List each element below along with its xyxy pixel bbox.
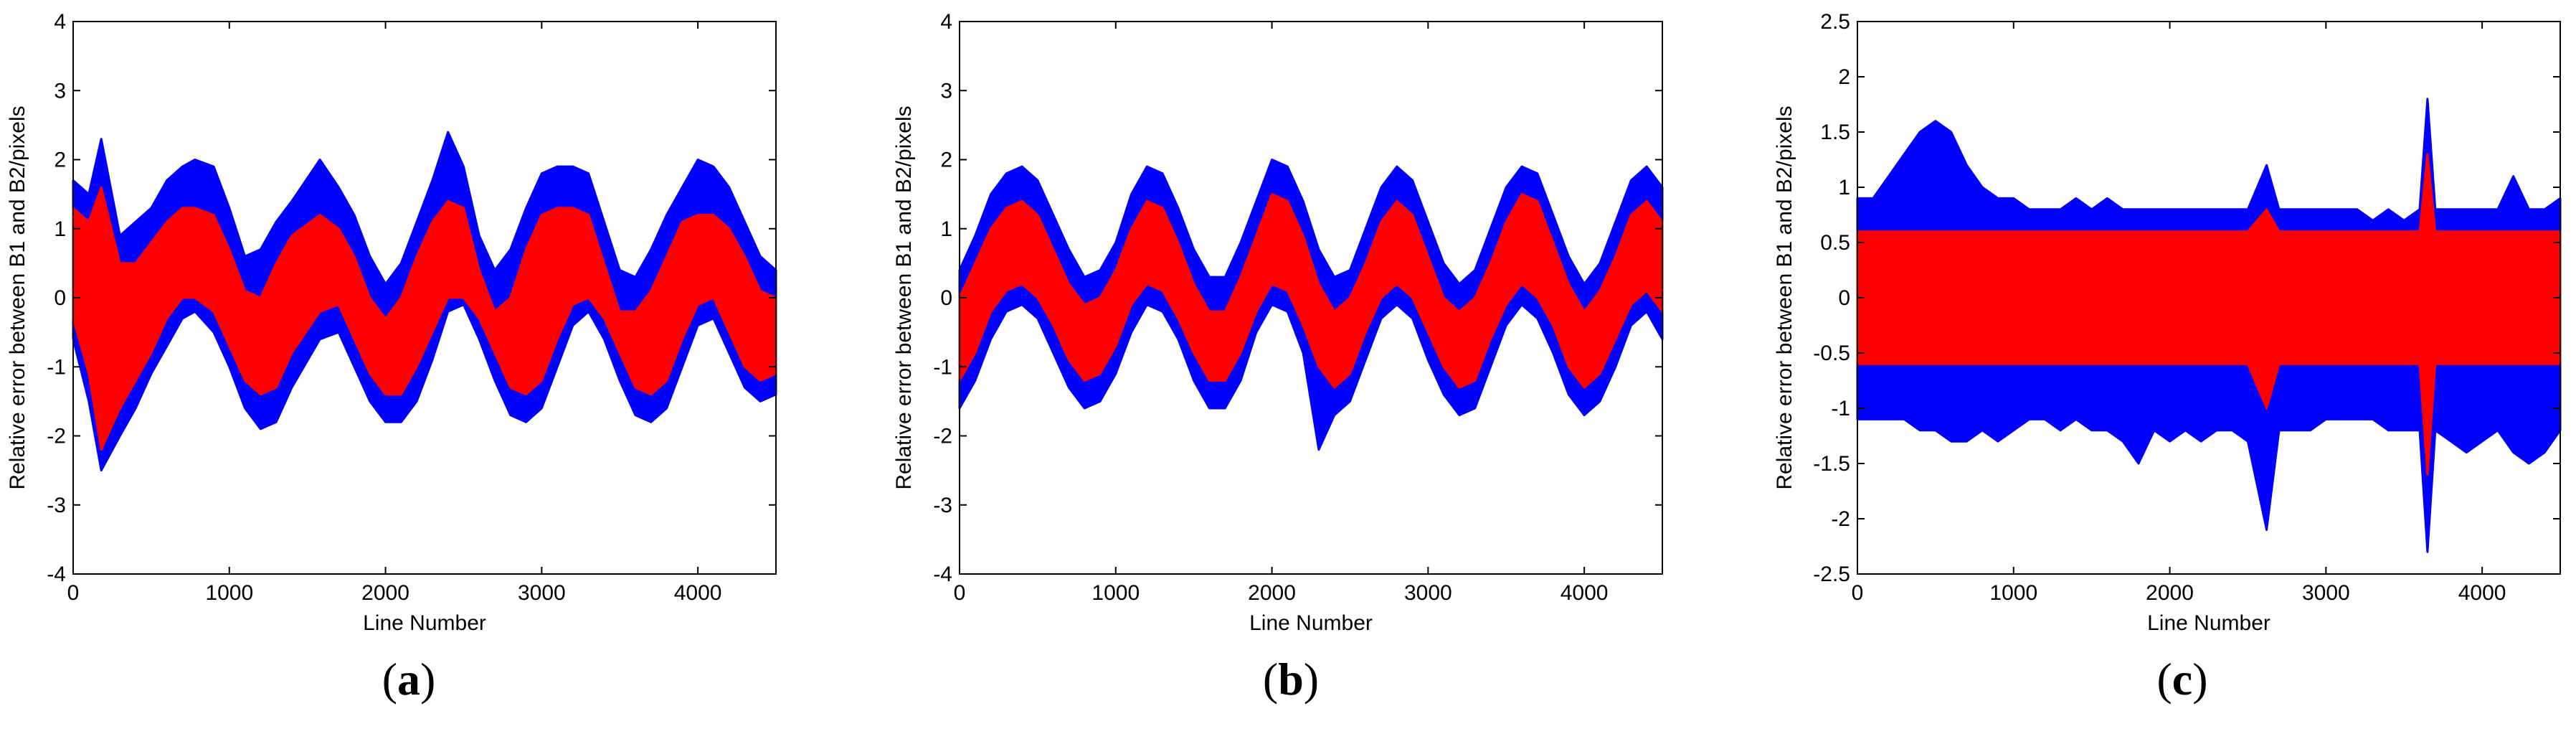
y-axis-label: Relative error between B1 and B2/pixels	[1773, 105, 1796, 489]
y-tick-label: 1.5	[1820, 121, 1850, 144]
y-axis-label: Relative error between B1 and B2/pixels	[6, 105, 29, 489]
x-tick-label: 3000	[2302, 581, 2350, 605]
panel-label-c: (c)	[2156, 654, 2208, 705]
y-tick-label: -2	[1831, 507, 1850, 531]
x-tick-label: 0	[67, 581, 80, 605]
y-tick-label: 1	[940, 217, 952, 241]
x-axis-label: Line Number	[2147, 611, 2270, 635]
x-tick-label: 2000	[361, 581, 409, 605]
x-tick-label: 4000	[2458, 581, 2506, 605]
y-tick-label: -4	[47, 563, 66, 586]
y-tick-label: -1	[1831, 397, 1850, 420]
chart-panel-a: 0 1000 2000 3000 4000 -4 -3 -2 -1 0 1 2 3 4 Line Numbe…	[6, 10, 777, 635]
x-axis-label: Line Number	[363, 611, 486, 635]
y-tick-label: 2.5	[1820, 10, 1850, 34]
y-tick-label: 2	[1838, 65, 1850, 89]
y-tick-label: 0.5	[1820, 231, 1850, 255]
y-tick-label: 0	[940, 286, 952, 310]
y-tick-label: 1	[54, 217, 66, 241]
y-tick-label: 4	[54, 10, 66, 34]
panel-label-b: (b)	[1262, 654, 1320, 705]
y-tick-label: -2	[47, 425, 66, 448]
y-tick-label: 2	[54, 149, 66, 172]
y-tick-label: 0	[1838, 286, 1850, 310]
y-axis-label: Relative error between B1 and B2/pixels	[892, 105, 916, 489]
y-tick-label: 1	[1838, 176, 1850, 199]
y-tick-label: 4	[940, 10, 952, 34]
y-tick-label: -4	[933, 563, 952, 586]
y-tick-label: -1.5	[1813, 452, 1850, 476]
y-tick-label: -3	[933, 494, 952, 517]
x-tick-label: 3000	[518, 581, 566, 605]
y-tick-label: -0.5	[1813, 342, 1850, 365]
x-tick-label: 1000	[1989, 581, 2037, 605]
x-tick-label: 4000	[674, 581, 722, 605]
x-tick-label: 0	[1852, 581, 1864, 605]
x-tick-label: 1000	[205, 581, 253, 605]
x-tick-label: 4000	[1561, 581, 1609, 605]
x-tick-label: 3000	[1404, 581, 1452, 605]
y-tick-label: 2	[940, 149, 952, 172]
panel-label-a: (a)	[382, 654, 436, 705]
x-tick-label: 2000	[1248, 581, 1296, 605]
chart-panel-c: 0 1000 2000 3000 4000 -2.5 -2 -1.5 -1 -0.5 0 0.5 1 1.…	[1773, 10, 2562, 635]
y-tick-label: -3	[47, 494, 66, 517]
x-tick-label: 2000	[2146, 581, 2194, 605]
y-tick-label: 3	[940, 79, 952, 103]
chart-panel-b: 0 1000 2000 3000 4000 -4 -3 -2 -1 0 1 2 3 4 Line Numbe…	[892, 10, 1664, 635]
x-axis-label: Line Number	[1249, 611, 1373, 635]
y-tick-label: -1	[933, 355, 952, 379]
y-tick-label: -2.5	[1813, 563, 1850, 586]
y-tick-label: 0	[54, 286, 66, 310]
y-tick-label: -2	[933, 425, 952, 448]
x-tick-label: 1000	[1092, 581, 1140, 605]
y-tick-label: -1	[47, 355, 66, 379]
x-tick-label: 0	[954, 581, 966, 605]
y-tick-label: 3	[54, 79, 66, 103]
